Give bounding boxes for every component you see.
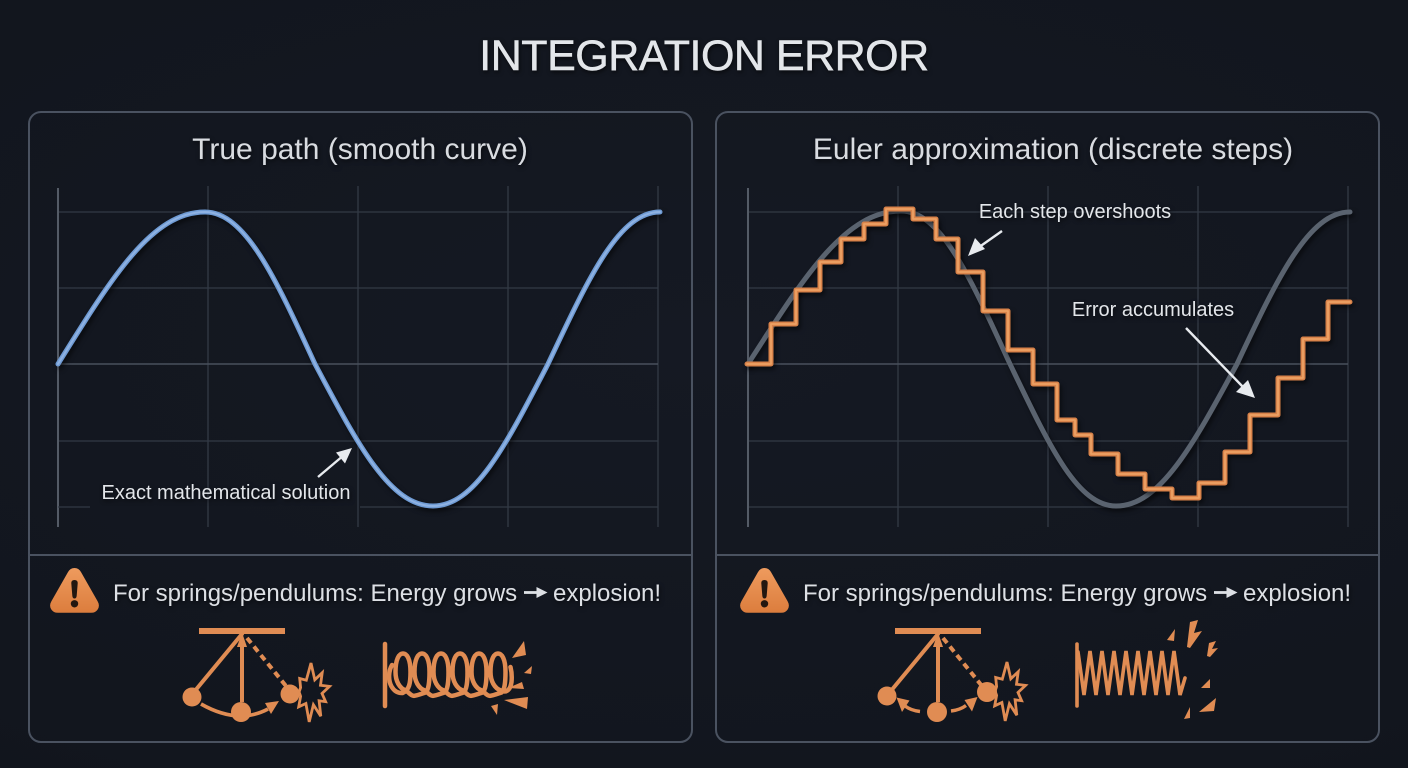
svg-text:explosion!: explosion! xyxy=(553,580,661,607)
svg-text:For springs/pendulums: Energy: For springs/pendulums: Energy grows xyxy=(113,580,517,607)
svg-text:INTEGRATION ERROR: INTEGRATION ERROR xyxy=(479,32,928,80)
svg-text:Each step overshoots: Each step overshoots xyxy=(979,201,1171,223)
svg-text:True path (smooth curve): True path (smooth curve) xyxy=(192,133,528,166)
svg-text:Error accumulates: Error accumulates xyxy=(1072,299,1234,321)
svg-text:Exact mathematical solution: Exact mathematical solution xyxy=(101,482,350,504)
svg-text:Euler approximation (discrete: Euler approximation (discrete steps) xyxy=(813,133,1293,166)
